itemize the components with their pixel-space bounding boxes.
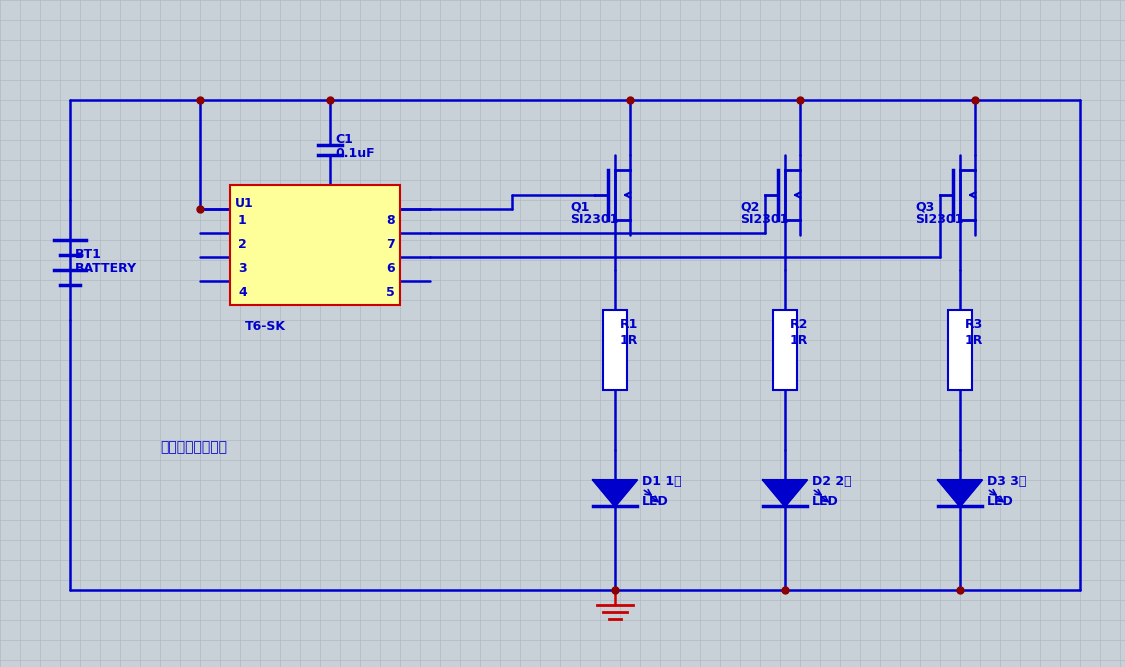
Text: Q2: Q2: [740, 200, 759, 213]
Text: BATTERY: BATTERY: [75, 262, 137, 275]
Polygon shape: [938, 480, 982, 506]
Text: 8: 8: [386, 214, 395, 227]
Bar: [773, 310, 796, 390]
Text: 7: 7: [386, 238, 395, 251]
Text: D1 1路: D1 1路: [642, 475, 682, 488]
Text: SI2301: SI2301: [915, 213, 963, 226]
Text: Q3: Q3: [915, 200, 934, 213]
Text: SI2301: SI2301: [570, 213, 619, 226]
Text: 3: 3: [238, 262, 246, 275]
Text: 上电一种变换输出: 上电一种变换输出: [160, 440, 227, 454]
Text: BT1: BT1: [75, 248, 102, 261]
Text: D3 3路: D3 3路: [987, 475, 1026, 488]
Text: 1R: 1R: [965, 334, 983, 347]
Polygon shape: [593, 480, 637, 506]
Text: 1R: 1R: [790, 334, 809, 347]
Text: 0.1uF: 0.1uF: [335, 147, 375, 160]
Text: D2 2路: D2 2路: [812, 475, 852, 488]
Text: T6-SK: T6-SK: [244, 320, 286, 333]
Text: Q1: Q1: [570, 200, 590, 213]
Text: R2: R2: [790, 318, 809, 331]
Polygon shape: [763, 480, 807, 506]
Text: LED: LED: [987, 495, 1014, 508]
Bar: [603, 310, 627, 390]
Text: 4: 4: [238, 286, 246, 299]
Text: R3: R3: [965, 318, 983, 331]
Text: SI2301: SI2301: [740, 213, 789, 226]
Text: R1: R1: [620, 318, 638, 331]
Text: U1: U1: [235, 197, 254, 210]
Bar: [229, 185, 400, 305]
Text: 6: 6: [386, 262, 395, 275]
Bar: [948, 310, 972, 390]
Text: 2: 2: [238, 238, 246, 251]
Text: C1: C1: [335, 133, 353, 146]
Text: 5: 5: [386, 286, 395, 299]
Text: LED: LED: [812, 495, 839, 508]
Text: LED: LED: [642, 495, 668, 508]
Text: 1R: 1R: [620, 334, 638, 347]
Text: 1: 1: [238, 214, 246, 227]
